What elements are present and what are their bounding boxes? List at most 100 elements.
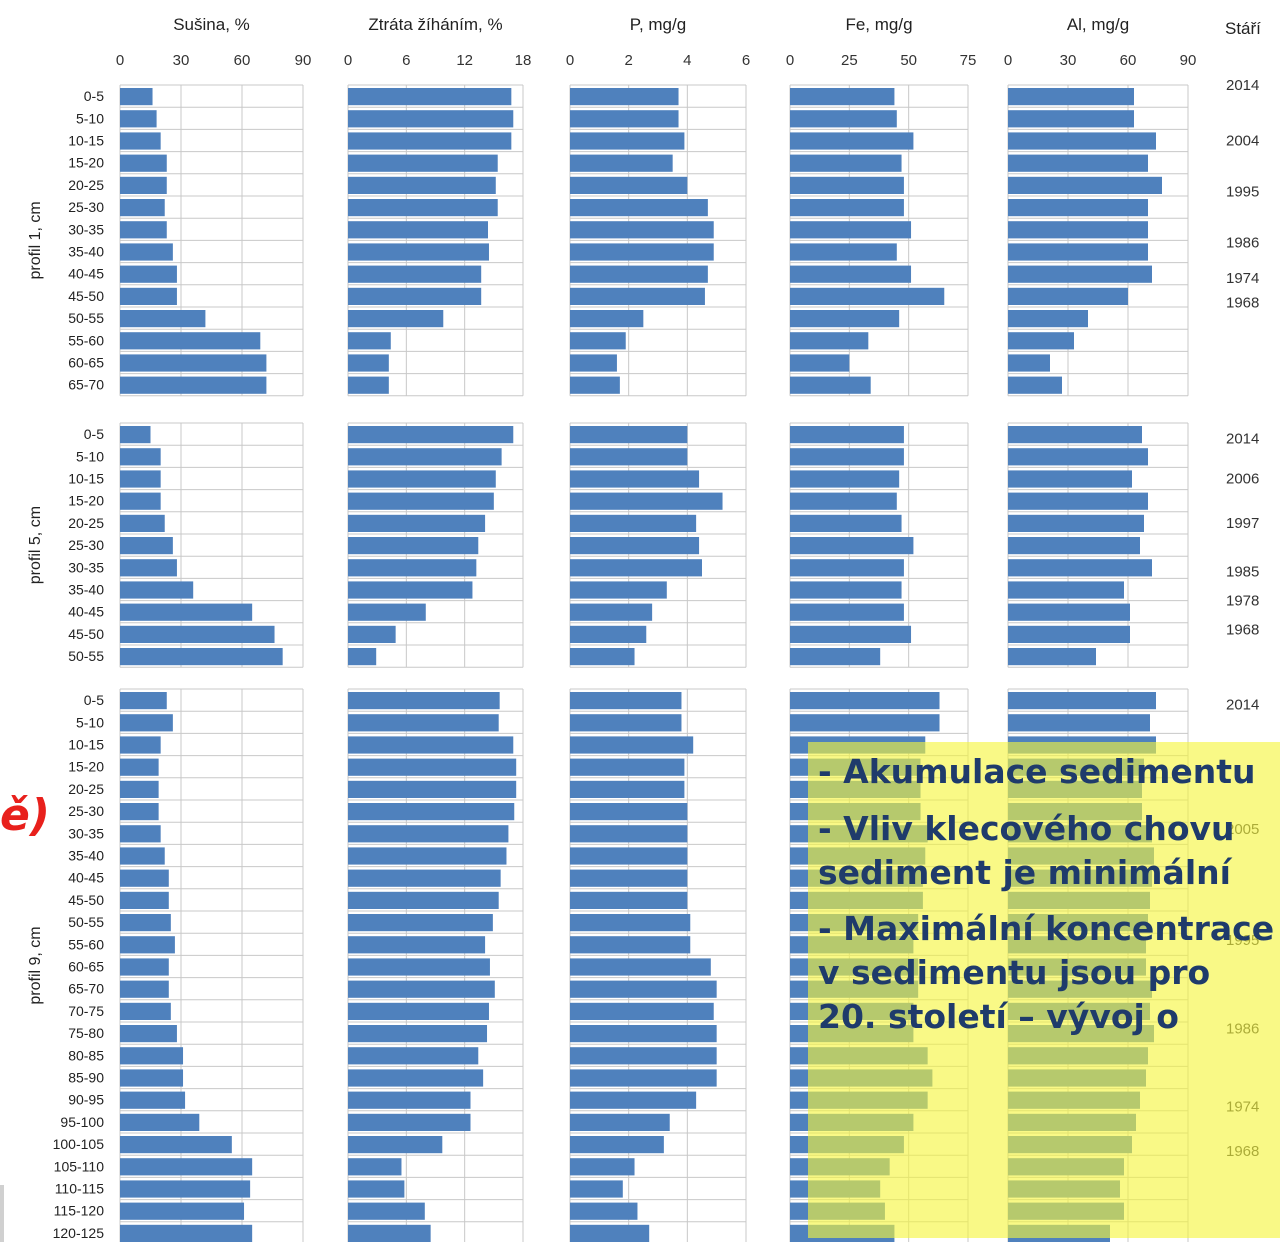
bar bbox=[348, 1180, 405, 1198]
bar bbox=[570, 376, 620, 394]
bar bbox=[1008, 692, 1156, 710]
tick-label-0-2: 60 bbox=[234, 52, 251, 69]
tick-label-4-3: 90 bbox=[1180, 52, 1197, 69]
bar bbox=[570, 537, 700, 555]
bar bbox=[120, 559, 177, 577]
depth-label: 55-60 bbox=[68, 936, 104, 952]
bar bbox=[570, 758, 685, 776]
bar bbox=[570, 154, 673, 172]
depth-label: 115-120 bbox=[54, 1203, 105, 1219]
depth-label: 5-10 bbox=[76, 448, 104, 464]
bar bbox=[1008, 492, 1148, 510]
bar bbox=[570, 648, 635, 666]
age-label: 1978 bbox=[1226, 593, 1259, 610]
depth-label: 25-30 bbox=[68, 537, 104, 553]
bar bbox=[790, 154, 902, 172]
bar bbox=[348, 736, 514, 754]
bar bbox=[790, 376, 871, 394]
bar bbox=[120, 958, 169, 976]
bar bbox=[570, 287, 705, 305]
bar bbox=[348, 1002, 489, 1020]
profile-label-2: profil 5, cm bbox=[27, 506, 44, 584]
bar bbox=[348, 199, 498, 217]
depth-label: 40-45 bbox=[68, 870, 104, 886]
depth-label: 10-15 bbox=[68, 133, 104, 149]
bar bbox=[570, 332, 626, 350]
depth-label: 45-50 bbox=[68, 626, 104, 642]
bar bbox=[120, 980, 169, 998]
bar bbox=[570, 625, 647, 643]
bar bbox=[120, 265, 177, 283]
bar bbox=[120, 243, 173, 261]
bar bbox=[570, 265, 708, 283]
bar bbox=[348, 426, 514, 444]
bar bbox=[120, 88, 153, 106]
age-label: 1974 bbox=[1226, 270, 1259, 287]
bar bbox=[348, 221, 488, 239]
callout-line-6: 20. století – vývoj o bbox=[818, 997, 1179, 1036]
bar bbox=[120, 780, 159, 798]
bar bbox=[1008, 537, 1140, 555]
depth-label: 105-110 bbox=[54, 1158, 105, 1174]
tick-label-3-0: 0 bbox=[786, 52, 794, 69]
age-label: 2014 bbox=[1226, 77, 1259, 94]
tick-label-4-2: 60 bbox=[1120, 52, 1137, 69]
bar bbox=[120, 132, 161, 150]
bar bbox=[1008, 243, 1148, 261]
bar bbox=[790, 110, 897, 128]
bar bbox=[790, 625, 912, 643]
bar bbox=[120, 1180, 251, 1198]
bar bbox=[348, 154, 498, 172]
tick-label-2-1: 2 bbox=[624, 52, 632, 69]
age-label: 1968 bbox=[1226, 295, 1259, 312]
panel-title-2: P, mg/g bbox=[630, 15, 686, 34]
bar bbox=[790, 221, 912, 239]
bar bbox=[348, 287, 482, 305]
bar bbox=[790, 559, 904, 577]
age-label: 1997 bbox=[1226, 515, 1259, 532]
bar bbox=[790, 176, 904, 194]
bar bbox=[570, 559, 702, 577]
tick-label-0-1: 30 bbox=[173, 52, 190, 69]
depth-label: 0-5 bbox=[84, 692, 104, 708]
depth-label: 25-30 bbox=[68, 803, 104, 819]
depth-label: 30-35 bbox=[68, 221, 104, 237]
bar bbox=[1008, 376, 1062, 394]
age-label: 2014 bbox=[1226, 431, 1259, 448]
bar bbox=[790, 514, 902, 532]
bar bbox=[120, 221, 167, 239]
depth-label: 25-30 bbox=[68, 199, 104, 215]
bar bbox=[790, 354, 850, 372]
bar bbox=[570, 221, 714, 239]
depth-label: 0-5 bbox=[84, 426, 104, 442]
bar bbox=[348, 692, 500, 710]
panel-title-1: Ztráta žíháním, % bbox=[368, 15, 502, 34]
bar bbox=[120, 110, 157, 128]
bar bbox=[790, 470, 900, 488]
depth-label: 110-115 bbox=[55, 1181, 105, 1197]
bar bbox=[570, 492, 723, 510]
tick-label-1-2: 12 bbox=[456, 52, 473, 69]
bar bbox=[120, 426, 151, 444]
bar bbox=[570, 132, 685, 150]
depth-label: 45-50 bbox=[68, 288, 104, 304]
callout-line-1: - Akumulace sedimentu bbox=[818, 752, 1256, 791]
bar bbox=[570, 1180, 623, 1198]
bar bbox=[1008, 154, 1148, 172]
bar bbox=[790, 310, 900, 328]
bar bbox=[120, 803, 159, 821]
bar bbox=[1008, 176, 1162, 194]
bar bbox=[120, 310, 206, 328]
bar bbox=[790, 88, 895, 106]
depth-label: 75-80 bbox=[68, 1025, 104, 1041]
depth-label: 20-25 bbox=[68, 781, 104, 797]
bar bbox=[348, 132, 512, 150]
bar bbox=[348, 625, 396, 643]
age-label: 1995 bbox=[1226, 184, 1259, 201]
bar bbox=[1008, 332, 1074, 350]
bar bbox=[790, 537, 914, 555]
depth-label: 20-25 bbox=[68, 515, 104, 531]
bar bbox=[120, 581, 194, 599]
bar bbox=[790, 492, 897, 510]
